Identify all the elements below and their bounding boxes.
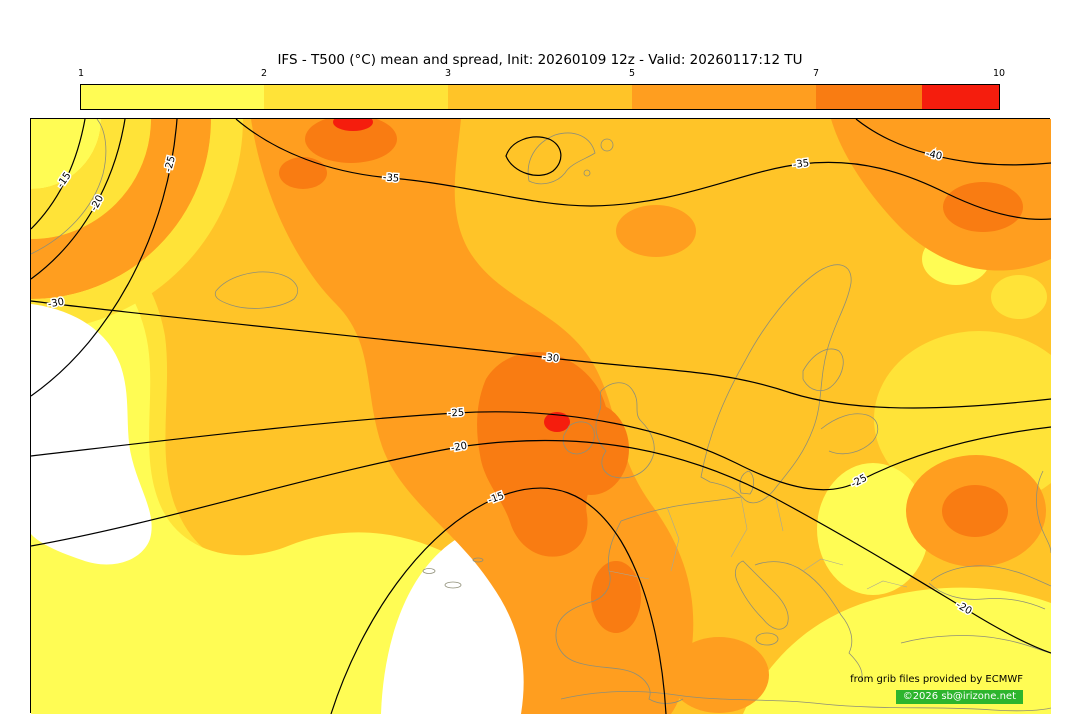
contour-label: -30 [542,352,559,365]
country-borders [608,496,908,590]
yellow-bottom-right [743,587,1051,714]
contour-minus15 [330,487,667,714]
contour-label: -20 [450,441,468,455]
orange-main-band [251,119,694,714]
contour-minus15-nw [31,119,86,230]
colorbar-tick-label: 2 [260,68,268,79]
red-max-spread-top [333,119,373,131]
contour-label: -35 [382,172,399,184]
africa-coast [560,691,1051,712]
dark-orange-top [305,119,397,163]
colorbar-segment-3 [632,85,816,109]
colorbar-tick-label: 7 [812,68,820,79]
yellow-right-patch [817,463,929,595]
balkans-coast [754,561,863,682]
contour-minus35 [235,119,1051,220]
colorbar-segment-0 [81,85,264,109]
contour-minus30 [31,300,1051,409]
credit-source: from grib files provided by ECMWF [850,674,1023,685]
italy-coast [735,560,789,630]
chart-title: IFS - T500 (°C) mean and spread, Init: 2… [277,52,803,68]
svalbard-coast [527,132,596,185]
red-max-spread-spot [544,412,570,432]
colorbar-segment-4 [816,85,922,109]
greenland-coast [31,119,107,255]
colorbar-tick-label: 1 [77,68,85,79]
contour-closed-loop [505,136,562,176]
dark-orange-center [477,351,609,557]
mean-contours [31,119,1051,714]
colorbar-ticks: 1 2 3 5 7 10 [77,68,1005,81]
colorbar-segment-2 [448,85,632,109]
iceland-coast [214,271,299,309]
colorbar-segment-1 [264,85,448,109]
colorbar-segment-5 [922,85,999,109]
iberia-coast [555,600,684,704]
white-low-spread-left [31,304,152,565]
colorbar-tick-label: 5 [628,68,636,79]
map-frame: -15 -20 -25 -30 -35 -35 -40 -30 -25 -20 -15 -25 -20 … [30,118,1051,714]
black-sea-north [930,565,1051,587]
contour-minus20-nw [31,119,126,280]
contour-label: -35 [792,158,810,171]
contour-minus25-nw [31,119,178,397]
black-sea-south [928,582,1046,610]
orange-top-right [831,119,1051,271]
caspian-coast [1036,470,1051,554]
colorbar [80,84,1000,110]
contour-label: -30 [47,297,65,311]
contour-minus40 [855,119,1051,166]
spread-shading [31,119,1051,714]
turkey-coast [900,635,1051,654]
colorbar-tick-label: 3 [444,68,452,79]
coastlines [31,119,1051,712]
colorbar-tick-label: 10 [992,68,1006,79]
denmark-coast [739,470,755,495]
ireland-coast [562,421,595,455]
britain-coast [595,382,655,479]
weather-map-canvas: -15-20-25-30-35-35-40-30-25-20-15-25-20 [31,119,1051,714]
scandinavia-coast [700,264,852,504]
contour-label: -25 [448,408,465,420]
contour-label: -40 [925,148,943,162]
credit-copyright-badge: ©2026 sb@irizone.net [895,690,1023,704]
contour-minus20 [31,439,1051,654]
azores-island [422,568,436,574]
contour-minus25 [31,411,1051,491]
